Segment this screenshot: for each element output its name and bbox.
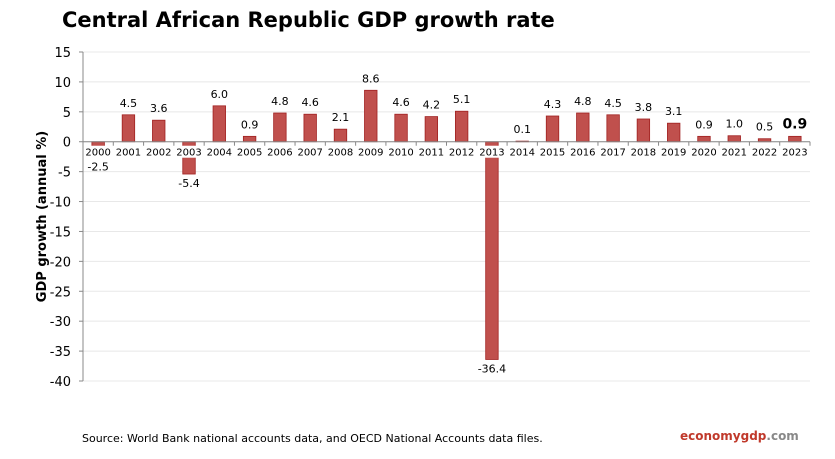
- data-label: 4.5: [604, 97, 622, 110]
- y-tick-label: -25: [50, 285, 71, 300]
- data-label: 3.6: [150, 102, 168, 115]
- category-label-band: [84, 145, 811, 158]
- data-label: 2.1: [332, 111, 350, 124]
- brand-part: economy: [680, 429, 741, 443]
- bar: [333, 128, 348, 143]
- bar: [788, 135, 802, 143]
- y-tick-label: -20: [50, 255, 71, 270]
- bar: [364, 89, 378, 143]
- data-label: 3.1: [665, 105, 683, 118]
- data-label: 4.6: [392, 96, 410, 109]
- x-tick-label: 2012: [449, 148, 474, 159]
- brand-part: gdp: [740, 429, 767, 443]
- x-tick-label: 2005: [237, 148, 262, 159]
- x-tick-label: 2020: [691, 148, 716, 159]
- x-tick-label: 2009: [358, 148, 383, 159]
- data-label: 4.8: [574, 95, 592, 108]
- x-tick-label: 2011: [419, 148, 444, 159]
- bar: [152, 119, 166, 143]
- bar: [697, 135, 711, 143]
- x-tick-label: 2017: [600, 148, 625, 159]
- data-label: 1.0: [726, 118, 744, 131]
- bar: [394, 113, 408, 143]
- bar: [606, 114, 620, 143]
- y-tick-label: 10: [54, 76, 71, 91]
- brand-part: .com: [766, 429, 799, 443]
- data-label: 4.3: [544, 98, 562, 111]
- data-label: 5.1: [453, 93, 471, 106]
- y-tick-label: 0: [63, 136, 71, 151]
- x-tick-label: 2002: [146, 148, 171, 159]
- bar: [667, 122, 681, 143]
- x-tick-label: 2016: [570, 148, 595, 159]
- bar: [727, 135, 741, 143]
- y-tick-label: -40: [50, 375, 71, 390]
- y-tick-label: 5: [63, 106, 71, 121]
- data-label: 0.5: [756, 121, 774, 134]
- bar: [545, 115, 560, 143]
- y-tick-label: -15: [50, 225, 71, 240]
- x-tick-label: 2006: [267, 148, 292, 159]
- data-label: 0.9: [695, 118, 713, 131]
- y-tick-label: 15: [54, 46, 71, 61]
- data-label: 4.5: [120, 97, 138, 110]
- x-tick-label: 2021: [722, 148, 747, 159]
- data-label: 3.8: [635, 101, 653, 114]
- bar: [636, 118, 651, 143]
- x-tick-label: 2022: [752, 148, 777, 159]
- data-label: -36.4: [478, 362, 506, 375]
- chart-title: Central African Republic GDP growth rate: [62, 8, 555, 32]
- bar: [454, 110, 469, 143]
- bar: [212, 105, 226, 143]
- x-tick-label: 2023: [782, 148, 807, 159]
- y-tick-label: -5: [58, 166, 71, 181]
- y-axis-title: GDP growth (annual %): [35, 131, 50, 302]
- data-label: 0.9: [241, 118, 259, 131]
- x-tick-label: 2000: [85, 148, 110, 159]
- bar: [273, 112, 287, 143]
- source-note: Source: World Bank national accounts dat…: [82, 432, 543, 445]
- data-label: -5.4: [178, 177, 199, 190]
- x-tick-label: 2019: [661, 148, 686, 159]
- data-label: 8.6: [362, 72, 380, 85]
- x-tick-label: 2010: [388, 148, 413, 159]
- bar: [121, 114, 136, 143]
- y-tick-label: -35: [50, 345, 71, 360]
- x-tick-label: 2015: [540, 148, 565, 159]
- data-label: 4.6: [301, 96, 319, 109]
- bar: [242, 135, 257, 143]
- x-tick-label: 2004: [207, 148, 232, 159]
- x-tick-label: 2013: [479, 148, 504, 159]
- x-tick-label: 2014: [510, 148, 535, 159]
- y-tick-label: -30: [50, 315, 71, 330]
- x-tick-label: 2008: [328, 148, 353, 159]
- bar: [576, 112, 590, 143]
- x-tick-label: 2018: [631, 148, 656, 159]
- y-tick-label: -10: [50, 196, 71, 211]
- brand-logo: economygdp.com: [680, 429, 799, 443]
- data-label: 0.9: [782, 116, 807, 132]
- x-tick-label: 2003: [176, 148, 201, 159]
- data-label: 6.0: [211, 88, 229, 101]
- bar: [424, 116, 439, 143]
- data-label: -2.5: [87, 161, 108, 174]
- bar: [485, 141, 499, 360]
- data-label: 4.2: [423, 99, 441, 112]
- x-tick-label: 2001: [116, 148, 141, 159]
- x-tick-label: 2007: [297, 148, 322, 159]
- bar: [303, 113, 317, 143]
- data-label: 0.1: [513, 123, 531, 136]
- data-label: 4.8: [271, 95, 289, 108]
